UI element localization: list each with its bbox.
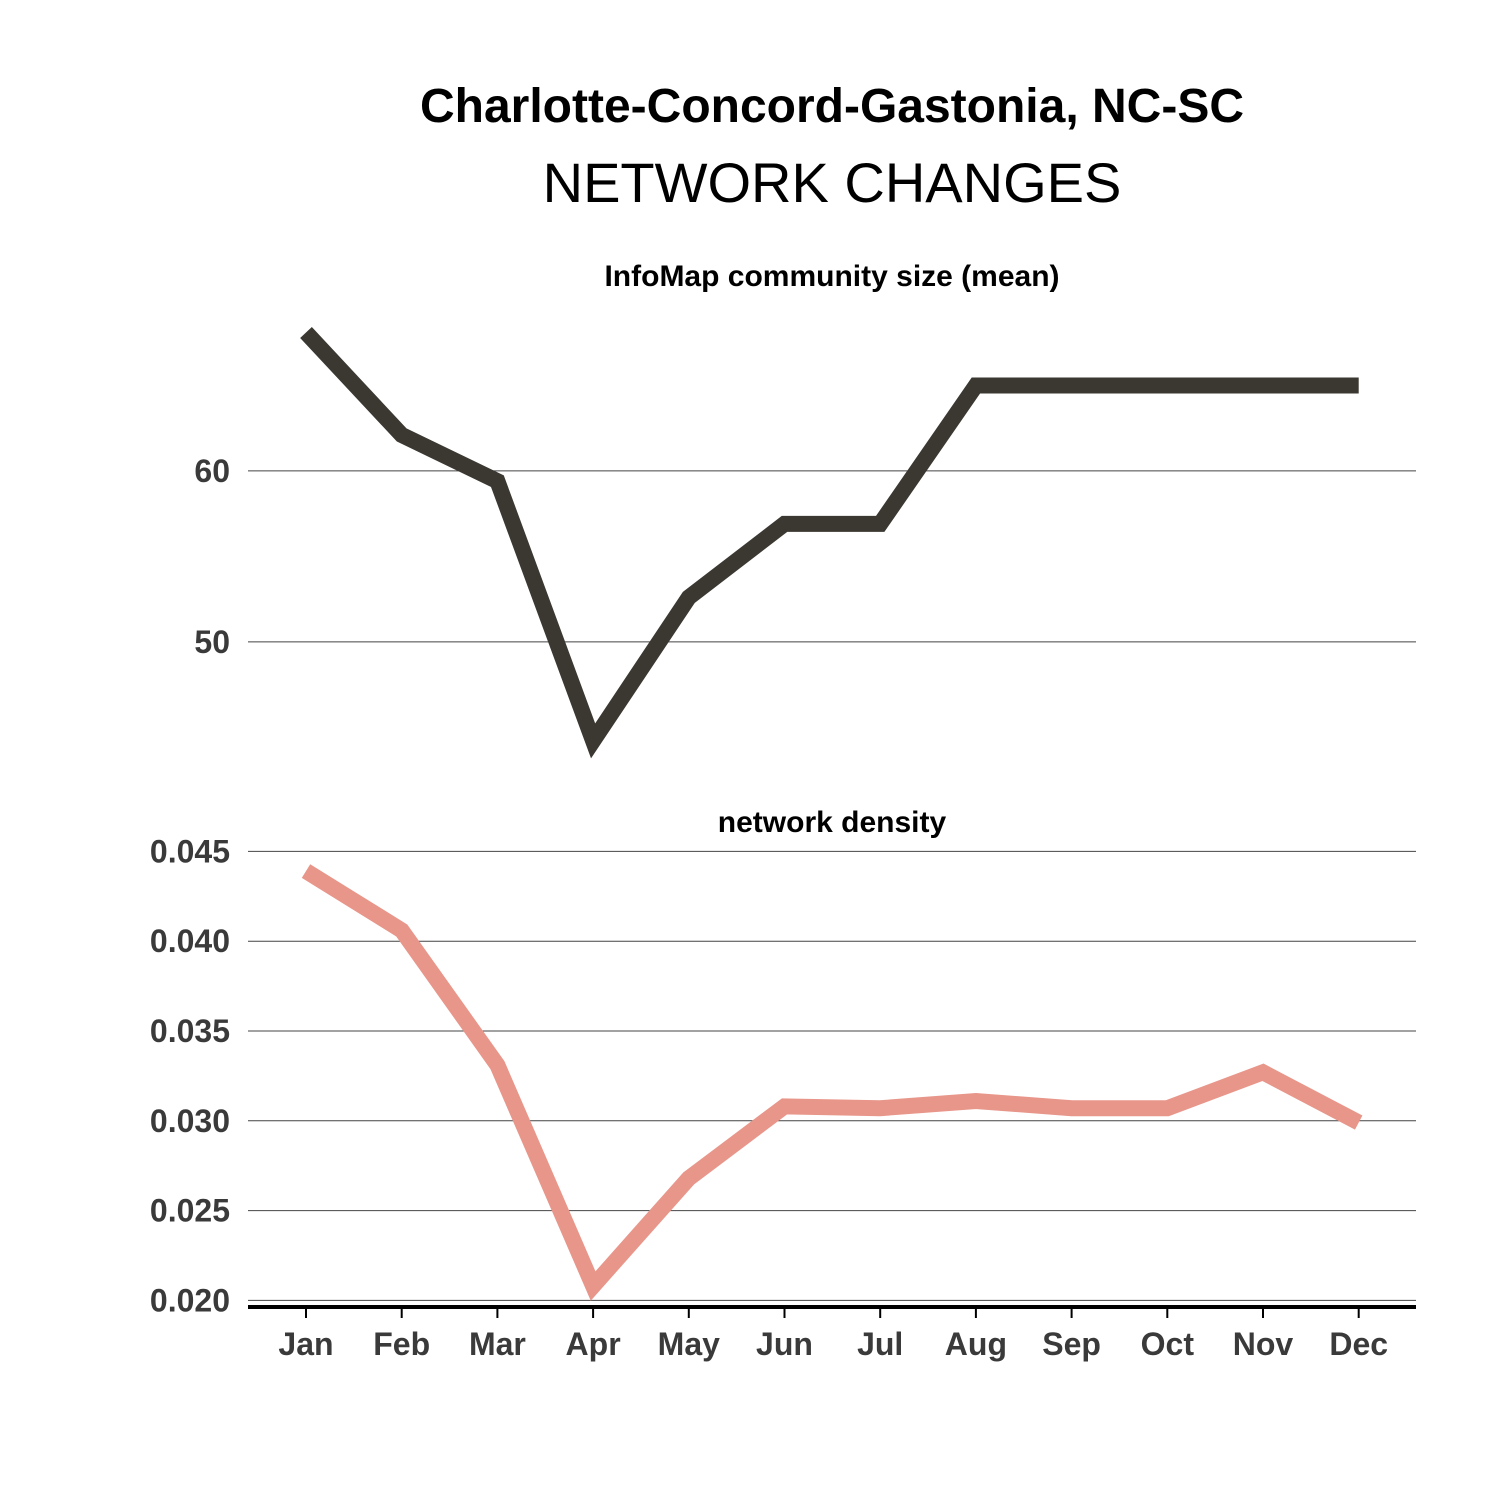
network-density-y-tick-label: 0.045 xyxy=(150,833,230,869)
x-tick-label: Dec xyxy=(1329,1326,1388,1362)
x-tick-label: Sep xyxy=(1042,1326,1101,1362)
community-size-panel: InfoMap community size (mean) 50 60 xyxy=(194,260,1416,759)
x-axis: Jan Feb Mar Apr May Jun Jul Aug Sep Oct Nov Dec xyxy=(278,1307,1388,1362)
network-density-y-tick-label: 0.035 xyxy=(150,1013,230,1049)
network-density-y-tick-label: 0.040 xyxy=(150,923,230,959)
network-density-panel: network density 0.020 0.025 0.030 0.035 0.04… xyxy=(150,806,1416,1318)
community-size-line xyxy=(300,327,1359,759)
community-size-y-tick-label: 60 xyxy=(194,453,230,489)
x-tick-label: Nov xyxy=(1233,1326,1294,1362)
network-density-y-tick-label: 0.020 xyxy=(150,1282,230,1318)
chart-subtitle: NETWORK CHANGES xyxy=(543,151,1122,214)
x-tick-label: Oct xyxy=(1141,1326,1195,1362)
network-density-panel-title: network density xyxy=(718,806,947,839)
x-tick-label: Mar xyxy=(469,1326,526,1362)
x-tick-label: Jan xyxy=(278,1326,333,1362)
x-tick-label: Jun xyxy=(756,1326,813,1362)
network-density-line xyxy=(301,864,1363,1301)
chart-title: Charlotte-Concord-Gastonia, NC-SC xyxy=(420,80,1244,133)
x-tick-label: May xyxy=(658,1326,720,1362)
x-tick-label: Apr xyxy=(566,1326,621,1362)
community-size-y-tick-label: 50 xyxy=(194,624,230,660)
network-density-gridlines xyxy=(248,850,1416,1301)
community-size-y-axis: 50 60 xyxy=(194,453,230,660)
network-density-y-axis: 0.020 0.025 0.030 0.035 0.040 0.045 xyxy=(150,833,230,1318)
community-size-gridlines xyxy=(248,470,1416,643)
x-tick-label: Aug xyxy=(945,1326,1007,1362)
community-size-panel-title: InfoMap community size (mean) xyxy=(604,260,1059,293)
network-density-y-tick-label: 0.030 xyxy=(150,1103,230,1139)
x-tick-label: Feb xyxy=(373,1326,430,1362)
x-tick-label: Jul xyxy=(857,1326,903,1362)
network-density-y-tick-label: 0.025 xyxy=(150,1193,230,1229)
